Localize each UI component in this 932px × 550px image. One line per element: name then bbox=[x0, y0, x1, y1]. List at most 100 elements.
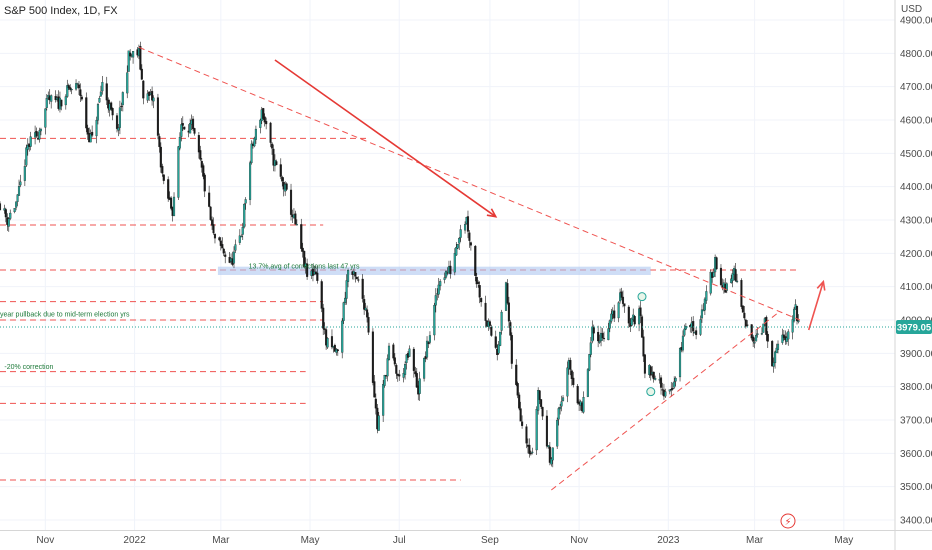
candle-body bbox=[91, 131, 94, 136]
candle-body bbox=[342, 302, 345, 321]
candle-body bbox=[642, 336, 645, 357]
candle-body bbox=[548, 446, 551, 463]
candle-body bbox=[126, 72, 129, 94]
candle-body bbox=[172, 196, 176, 217]
price-axis: 3400.00 3500.00 3600.00 3700.00 3800.00 3900.… bbox=[900, 16, 932, 527]
candle-body bbox=[509, 322, 512, 336]
candle-body bbox=[474, 245, 477, 276]
candle-body bbox=[427, 342, 430, 344]
candle-body bbox=[521, 421, 524, 426]
candle-body bbox=[750, 324, 753, 339]
candle-body bbox=[272, 148, 275, 166]
candle-body bbox=[208, 192, 211, 207]
candle-body bbox=[15, 201, 18, 208]
candle-body bbox=[202, 165, 205, 177]
candle-body bbox=[613, 310, 616, 319]
grid-lines bbox=[0, 0, 895, 530]
candle-body bbox=[740, 280, 743, 307]
candle-body bbox=[326, 338, 329, 348]
candle-body bbox=[607, 328, 610, 341]
candle-body bbox=[344, 297, 347, 304]
candle-body bbox=[279, 164, 282, 177]
candle-body bbox=[475, 276, 478, 285]
arrows bbox=[274, 59, 826, 331]
last-price-tag: 3979.05 bbox=[896, 319, 932, 334]
x-tick-label: Nov bbox=[36, 535, 54, 546]
candle-body bbox=[26, 144, 29, 150]
candle-body bbox=[746, 324, 749, 326]
candle-body bbox=[377, 415, 380, 431]
y-tick-label: 4400.00 bbox=[900, 182, 932, 193]
candle-body bbox=[393, 357, 396, 365]
candle-body bbox=[795, 305, 799, 322]
candle-body bbox=[469, 242, 472, 246]
candle-body bbox=[203, 174, 206, 192]
candle-body bbox=[240, 236, 243, 238]
candle-body bbox=[425, 340, 429, 358]
candle-body bbox=[756, 333, 759, 335]
candle-body bbox=[499, 331, 502, 346]
candle-body bbox=[303, 250, 306, 268]
candle-body bbox=[453, 252, 456, 273]
candle-body bbox=[703, 298, 706, 311]
candle-body bbox=[627, 306, 630, 324]
candle-body bbox=[659, 377, 663, 388]
candle-body bbox=[674, 377, 677, 382]
candle-body bbox=[620, 291, 623, 298]
y-tick-label: 3900.00 bbox=[900, 349, 932, 360]
y-tick-label: 3700.00 bbox=[900, 416, 932, 427]
candle-body bbox=[497, 344, 500, 354]
candle-body bbox=[602, 337, 606, 340]
candle-body bbox=[76, 83, 79, 85]
x-tick-label: May bbox=[834, 535, 853, 546]
candle-body bbox=[510, 335, 513, 364]
candle-body bbox=[715, 257, 718, 270]
candle-body bbox=[19, 181, 22, 186]
candle-body bbox=[557, 408, 560, 420]
candle-body bbox=[39, 128, 42, 132]
candle-body bbox=[456, 244, 459, 249]
candle-body bbox=[588, 354, 591, 371]
candle-body bbox=[439, 281, 442, 287]
candle-body bbox=[752, 336, 755, 342]
candle-body bbox=[45, 98, 48, 108]
candle-body bbox=[480, 298, 483, 303]
candle-body bbox=[541, 406, 544, 417]
candle-body bbox=[423, 357, 426, 379]
candle-body bbox=[736, 280, 739, 283]
candle-body bbox=[300, 224, 303, 249]
candle-body bbox=[781, 334, 784, 343]
candle-body bbox=[371, 331, 374, 383]
y-tick-label: 4800.00 bbox=[900, 49, 932, 60]
candle-body bbox=[111, 107, 114, 116]
price-axis-panel[interactable] bbox=[895, 0, 932, 530]
candle-body bbox=[275, 161, 278, 166]
annotation-text: 13.7%,avg of corrections last 47 yrs bbox=[249, 263, 360, 270]
candle-body bbox=[180, 124, 183, 137]
candle-body bbox=[775, 347, 778, 354]
candle-body bbox=[80, 96, 83, 100]
candle-body bbox=[295, 224, 298, 226]
candle-body bbox=[506, 283, 509, 304]
candle-body bbox=[643, 354, 646, 374]
candle-body bbox=[785, 337, 788, 342]
candle-body bbox=[105, 83, 108, 101]
candle-body bbox=[418, 378, 421, 394]
svg-text:⚡: ⚡ bbox=[784, 517, 791, 528]
candle-body bbox=[232, 251, 236, 264]
candle-body bbox=[69, 87, 72, 90]
candle-body bbox=[582, 397, 585, 413]
currency-label: USD bbox=[901, 4, 922, 15]
candle-body bbox=[13, 208, 16, 213]
candle-body bbox=[444, 271, 448, 278]
flash-icon[interactable]: ⚡ bbox=[780, 513, 796, 529]
candle-body bbox=[630, 318, 633, 326]
candle-body bbox=[354, 272, 357, 277]
candle-body bbox=[374, 398, 377, 409]
candle-body bbox=[695, 330, 698, 335]
candle-body bbox=[170, 197, 173, 209]
candle-body bbox=[29, 136, 32, 147]
candle-body bbox=[159, 146, 162, 168]
arrow-shaft bbox=[807, 281, 825, 331]
